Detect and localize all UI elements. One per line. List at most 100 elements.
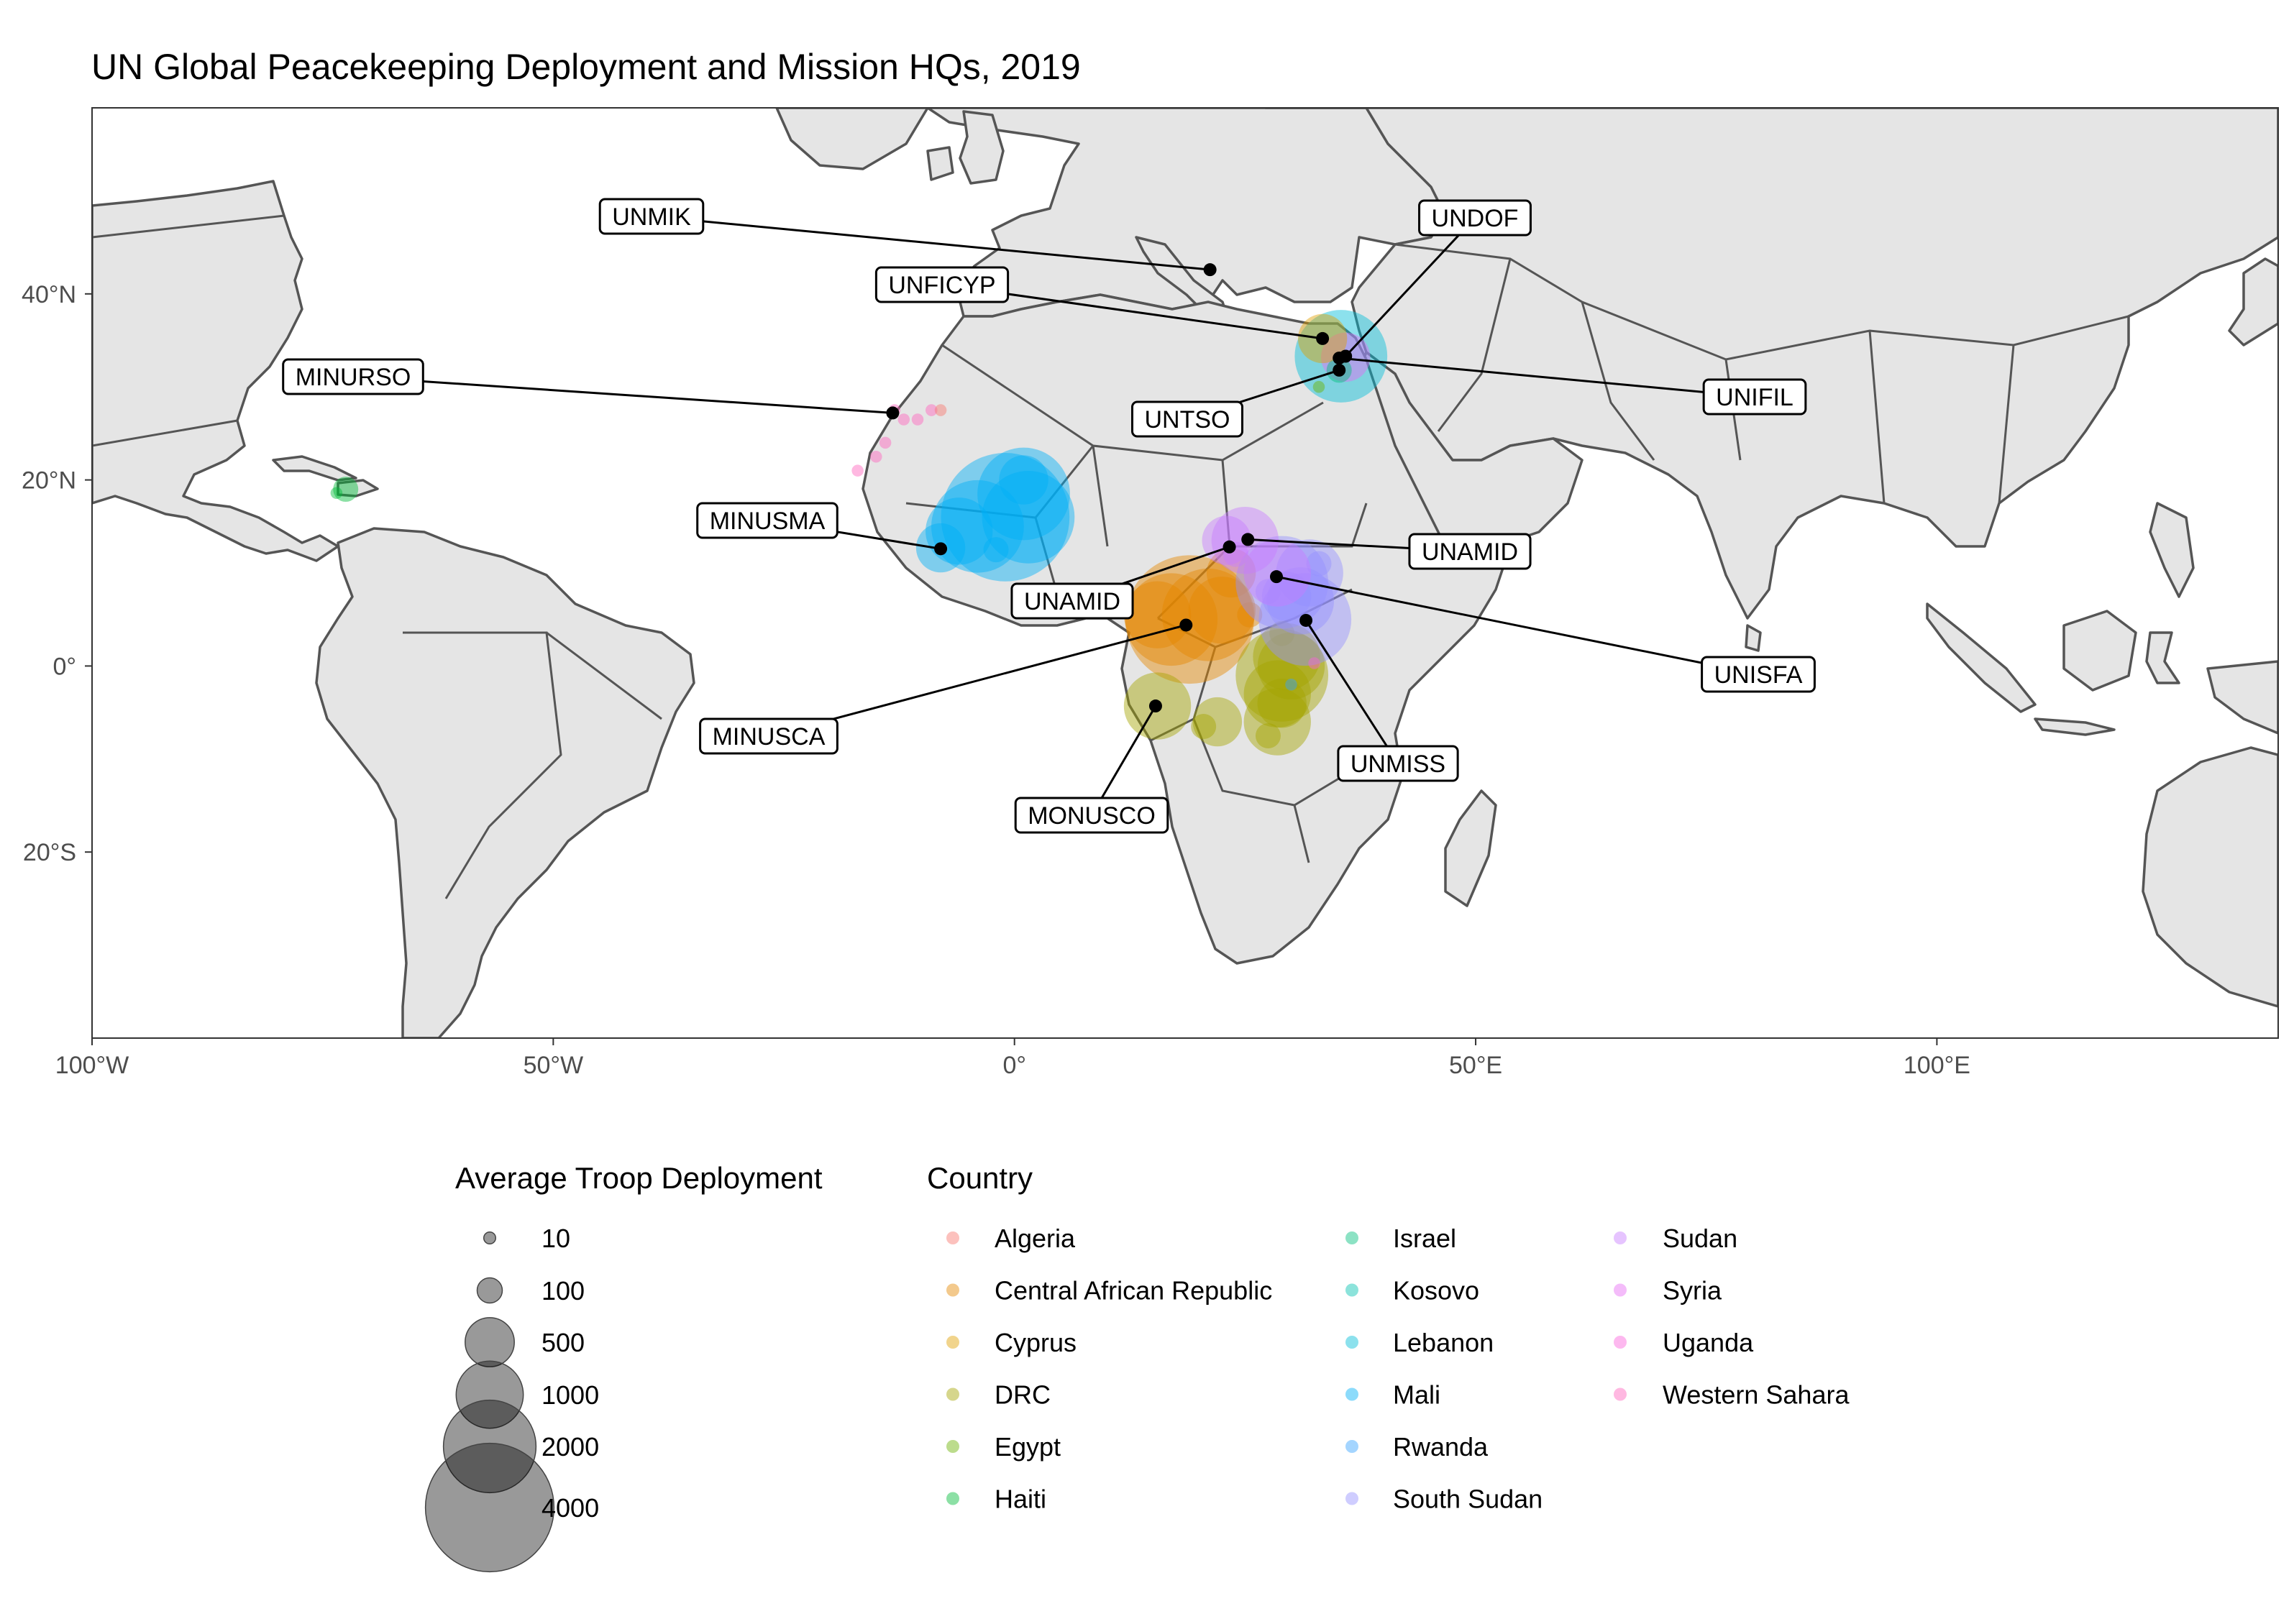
hq-marker <box>1241 533 1255 546</box>
deployment-bubble <box>982 470 1075 564</box>
panel-frame <box>91 107 2279 1039</box>
country-legend-key <box>946 1336 959 1349</box>
country-legend-key <box>1614 1336 1627 1349</box>
hq-label: UNISFA <box>1701 656 1816 693</box>
deployment-bubble <box>1285 679 1297 691</box>
hq-marker <box>1333 363 1346 377</box>
country-legend-key <box>1345 1440 1358 1453</box>
country-legend-key <box>1345 1387 1358 1401</box>
country-legend-label: Algeria <box>995 1224 1076 1253</box>
y-tick-label: 20°S <box>23 839 76 866</box>
landmass-japan <box>2228 257 2278 347</box>
hq-label-box <box>1014 797 1169 834</box>
hq-label: UNTSO <box>1131 400 1243 438</box>
hq-marker <box>1316 331 1330 345</box>
landmass-java <box>2034 717 2116 736</box>
country-legend-key <box>1614 1231 1627 1244</box>
size-legend-key <box>476 1277 503 1304</box>
hq-label-box <box>1131 400 1243 438</box>
landmass-hispaniola <box>337 479 379 497</box>
hq-label-text: UNDOF <box>1432 205 1519 232</box>
deployment-bubble <box>1235 536 1329 629</box>
country-legend-label: Rwanda <box>1393 1432 1489 1462</box>
country-legend-label: Mali <box>1393 1380 1440 1410</box>
hq-label-text: UNAMID <box>1024 588 1120 615</box>
deployment-bubble <box>1206 548 1256 598</box>
country-legend-label: Syria <box>1663 1276 1722 1306</box>
deployment-bubbles <box>330 263 1388 756</box>
y-tick-label: 20°N <box>22 467 76 495</box>
landmass-greenland <box>775 108 929 170</box>
hq-label-box <box>874 266 1010 303</box>
country-legend-label: Lebanon <box>1393 1328 1494 1357</box>
hq-leader-line <box>352 375 893 414</box>
landmass-sumatra <box>1926 602 2037 713</box>
deployment-bubble <box>1312 380 1325 393</box>
deployment-bubble <box>1191 714 1217 740</box>
landmass-ireland <box>926 146 954 181</box>
hq-label: UNDOF <box>1418 199 1532 237</box>
country-legend-key <box>946 1231 959 1244</box>
landmass-cuba <box>272 455 357 482</box>
country-legend-label: Uganda <box>1663 1328 1754 1357</box>
size-legend-key <box>442 1399 537 1494</box>
landmass-sulawesi <box>2145 631 2180 684</box>
deployment-bubble <box>1308 657 1320 669</box>
hq-label-text: MINUSCA <box>713 723 826 751</box>
x-tick-label: 50°W <box>524 1052 584 1079</box>
hq-label: UNIFIL <box>1702 378 1807 416</box>
hq-marker <box>886 406 900 420</box>
size-legend-label: 1000 <box>541 1380 599 1410</box>
y-tick-label: 40°N <box>22 281 76 308</box>
hq-label-box <box>699 717 838 755</box>
deployment-bubble <box>1123 581 1192 648</box>
landmass-australia <box>2142 746 2278 1008</box>
hq-marker <box>1179 618 1193 632</box>
hq-label-box <box>1702 378 1807 416</box>
hq-leader-line <box>1345 216 1476 357</box>
landmass-borneo <box>2062 610 2137 692</box>
deployment-bubble <box>941 452 1070 582</box>
size-legend-key <box>424 1442 555 1573</box>
country-legend-key <box>946 1283 959 1297</box>
hq-leader-line <box>768 624 1187 738</box>
deployment-bubble <box>931 480 1024 573</box>
deployment-bubble <box>983 537 1009 563</box>
size-legend-label: 500 <box>541 1328 585 1357</box>
hq-label-box <box>1701 656 1816 693</box>
deployment-bubble <box>1255 722 1281 748</box>
country-legend-key <box>1345 1492 1358 1505</box>
hq-leader-lines <box>352 215 1759 816</box>
hq-label: MINUSCA <box>699 717 838 755</box>
size-legend-label: 4000 <box>541 1493 599 1523</box>
deployment-bubble <box>1257 632 1325 700</box>
hq-marker <box>1203 263 1217 277</box>
hq-label-text: MONUSCO <box>1028 802 1156 830</box>
size-legend-label: 10 <box>541 1224 570 1253</box>
border-lines-americas <box>92 214 662 899</box>
deployment-bubble <box>1192 697 1243 747</box>
country-legend-label: Israel <box>1393 1224 1456 1253</box>
country-legend-label: South Sudan <box>1393 1485 1543 1514</box>
deployment-bubble <box>897 413 910 426</box>
hq-label-box <box>282 358 424 395</box>
landmass-britain <box>959 110 1005 185</box>
chart-title: UN Global Peacekeeping Deployment and Mi… <box>91 47 1081 87</box>
country-legend-key <box>946 1387 959 1401</box>
hq-label-text: UNIFIL <box>1716 384 1793 411</box>
deployment-bubble <box>1125 555 1254 684</box>
hq-labels: UNMIK UNFICYP UNDOF UNIFIL UNTSO MINURSO MINUS… <box>282 198 1816 834</box>
country-legend-label: Cyprus <box>995 1328 1077 1357</box>
country-legend-key <box>1345 1283 1358 1297</box>
size-legend-key <box>465 1317 515 1367</box>
hq-label-box <box>1337 745 1459 782</box>
y-axis: 40°N 20°N 0° 20°S <box>22 281 92 866</box>
deployment-bubble <box>1161 568 1255 661</box>
country-legend-label: Sudan <box>1663 1224 1737 1253</box>
deployment-bubble <box>1257 678 1307 728</box>
hq-marker <box>1333 352 1346 365</box>
hq-marker <box>1148 699 1162 713</box>
country-legend-label: Kosovo <box>1393 1276 1479 1306</box>
x-tick-label: 50°E <box>1449 1052 1502 1079</box>
country-legend-label: Western Sahara <box>1663 1380 1850 1410</box>
